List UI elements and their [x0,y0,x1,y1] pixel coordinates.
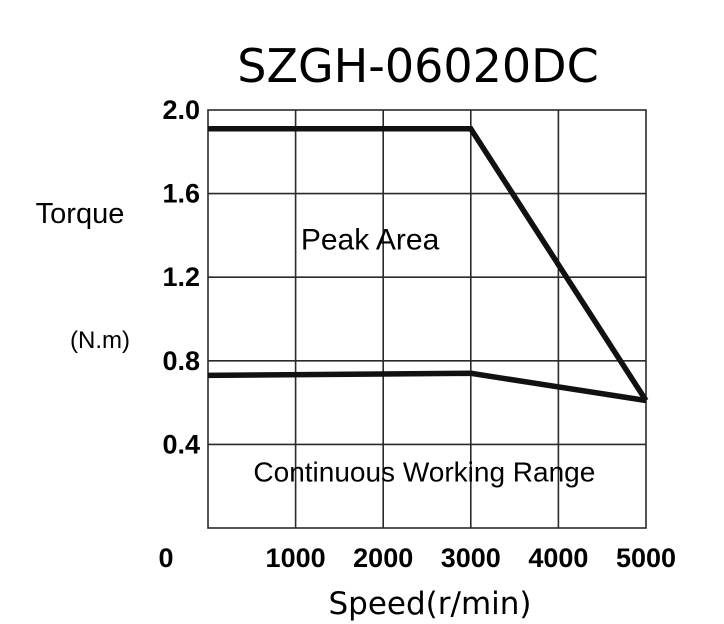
y-tick-label: 1.2 [162,262,200,292]
annotation-label: Peak Area [301,224,440,257]
chart-title: SZGH-06020DC [237,39,598,93]
y-tick-label: 0.4 [162,429,200,459]
annotations: Peak Area Continuous Working Range [253,224,595,488]
grid [207,109,647,529]
x-tick-labels: 1000 2000 3000 4000 5000 [266,543,676,573]
y-tick-label: 2.0 [162,95,200,125]
y-axis-unit: (N.m) [70,327,130,354]
series-lines [207,126,649,404]
origin-label: 0 [158,543,173,573]
series-line-0 [208,126,649,402]
plot-frame [207,109,647,529]
x-tick-label: 5000 [616,543,676,573]
x-tick-label: 4000 [528,543,588,573]
y-tick-label: 1.6 [162,179,200,209]
series-line-1 [207,370,647,404]
x-axis-label: Speed(r/min) [328,586,531,622]
x-tick-label: 3000 [441,543,501,573]
x-tick-label: 1000 [266,543,326,573]
y-tick-label: 0.8 [162,346,200,376]
annotation-label: Continuous Working Range [253,457,595,488]
y-tick-labels: 0.4 0.8 1.2 1.6 2.0 [162,95,200,459]
y-axis-label: Torque [36,198,125,230]
x-tick-label: 2000 [353,543,413,573]
